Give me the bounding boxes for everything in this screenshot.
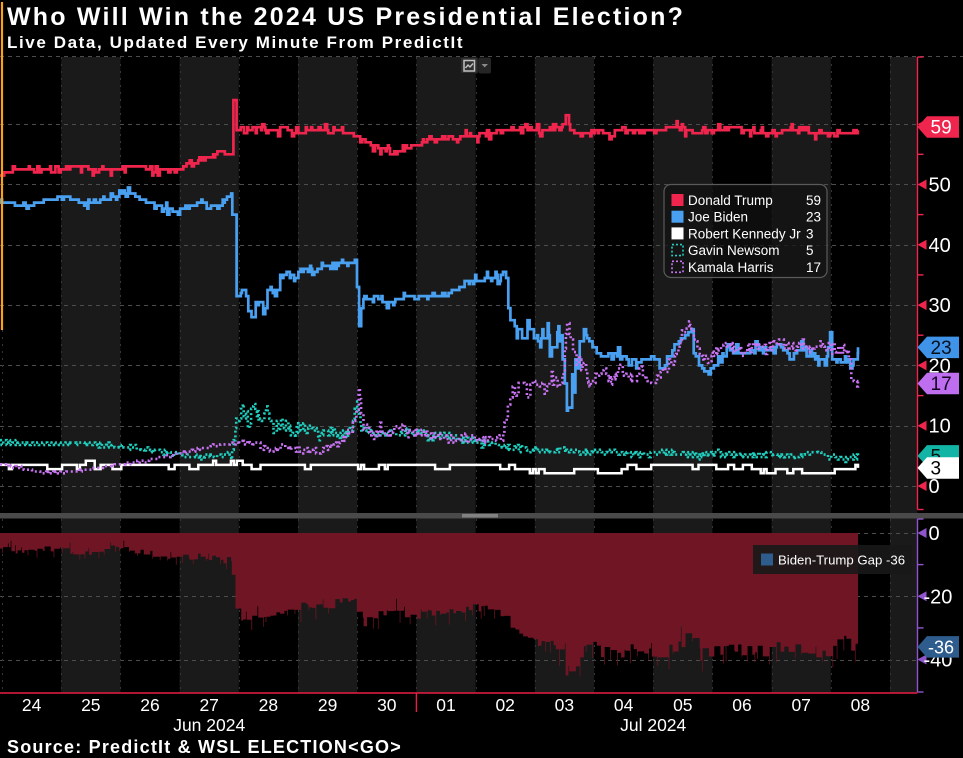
svg-text:Who Will Win the 2024 US Presi: Who Will Win the 2024 US Presidential El…: [7, 3, 685, 31]
svg-text:5: 5: [806, 243, 814, 258]
svg-text:Kamala Harris: Kamala Harris: [688, 260, 774, 275]
svg-text:Robert Kennedy Jr: Robert Kennedy Jr: [688, 226, 801, 241]
svg-text:Jun 2024: Jun 2024: [173, 715, 245, 735]
svg-text:10: 10: [929, 416, 951, 438]
svg-text:Biden-Trump Gap: Biden-Trump Gap: [778, 553, 882, 568]
svg-text:Live Data, Updated Every Minut: Live Data, Updated Every Minute From Pre…: [7, 33, 464, 52]
svg-text:Source: PredictIt & WSL ELECTI: Source: PredictIt & WSL ELECTION<GO>: [7, 737, 402, 757]
svg-text:08: 08: [851, 695, 870, 715]
svg-text:40: 40: [929, 235, 951, 257]
svg-text:3: 3: [806, 226, 814, 241]
svg-text:-20: -20: [924, 586, 953, 608]
svg-text:Jul 2024: Jul 2024: [620, 715, 686, 735]
svg-text:03: 03: [555, 695, 574, 715]
svg-text:-36: -36: [886, 553, 905, 568]
svg-text:25: 25: [81, 695, 100, 715]
svg-text:24: 24: [22, 695, 42, 715]
svg-text:3: 3: [931, 458, 942, 479]
svg-text:5: 5: [931, 446, 942, 467]
svg-text:23: 23: [931, 338, 952, 359]
svg-text:30: 30: [377, 695, 397, 715]
svg-text:Gavin Newsom: Gavin Newsom: [688, 243, 780, 258]
svg-text:0: 0: [929, 476, 940, 498]
svg-text:01: 01: [436, 695, 455, 715]
svg-text:28: 28: [259, 695, 278, 715]
svg-text:04: 04: [614, 695, 634, 715]
svg-text:23: 23: [806, 210, 821, 225]
svg-text:59: 59: [931, 118, 952, 139]
svg-text:30: 30: [929, 295, 951, 317]
svg-text:29: 29: [318, 695, 337, 715]
svg-text:59: 59: [806, 193, 821, 208]
svg-text:-36: -36: [928, 637, 954, 657]
svg-text:27: 27: [199, 695, 218, 715]
svg-text:Joe Biden: Joe Biden: [688, 210, 748, 225]
svg-text:07: 07: [791, 695, 810, 715]
svg-text:02: 02: [495, 695, 514, 715]
svg-text:0: 0: [929, 523, 940, 545]
svg-text:05: 05: [673, 695, 692, 715]
svg-text:Donald Trump: Donald Trump: [688, 193, 773, 208]
svg-text:06: 06: [732, 695, 751, 715]
svg-text:20: 20: [929, 355, 951, 377]
svg-text:26: 26: [140, 695, 159, 715]
svg-text:50: 50: [929, 175, 951, 197]
svg-text:17: 17: [931, 374, 952, 395]
svg-text:17: 17: [806, 260, 821, 275]
